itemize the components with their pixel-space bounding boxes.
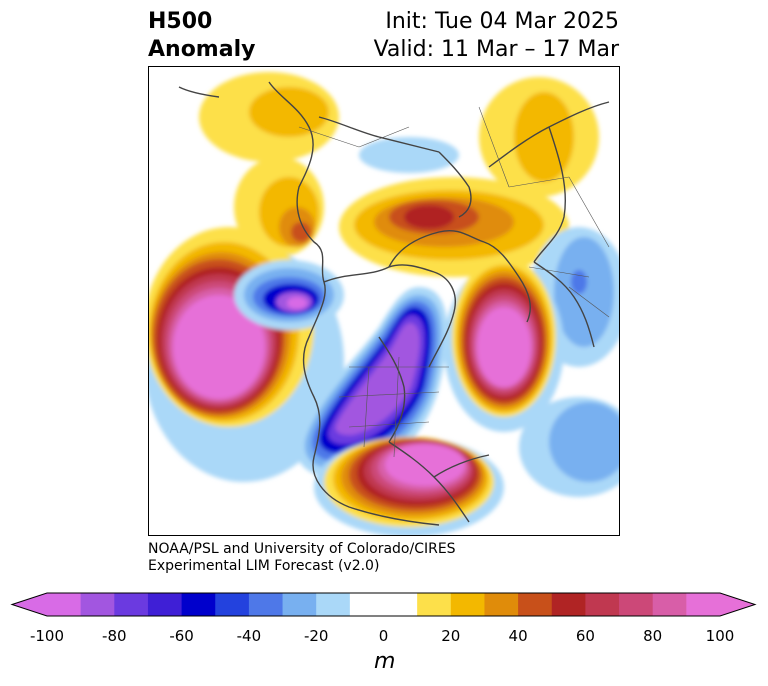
anomaly-label: Anomaly	[148, 37, 256, 62]
colorbar-outline	[10, 592, 757, 617]
colorbar-tick-label: 60	[575, 627, 595, 645]
colorbar-segments	[47, 593, 721, 616]
colorbar-segment	[652, 593, 687, 616]
colorbar-segment	[450, 593, 485, 616]
colorbar-segment	[484, 593, 519, 616]
colorbar-segment	[316, 593, 351, 616]
colorbar-tick-label: 20	[441, 627, 461, 645]
colorbar-tick-label: 0	[378, 627, 389, 645]
colorbar-segment	[585, 593, 620, 616]
colorbar-segment	[619, 593, 654, 616]
colorbar-tick-label: -40	[236, 627, 262, 645]
colorbar-segment	[248, 593, 284, 616]
anomaly-map	[148, 66, 620, 536]
variable-label: H500	[148, 9, 213, 34]
coastlines	[178, 81, 610, 526]
colorbar-extend-left	[12, 593, 47, 616]
anomaly-map-svg	[149, 72, 619, 535]
anomaly-ne-pacific	[234, 260, 344, 330]
credit-line-1: NOAA/PSL and University of Colorado/CIRE…	[148, 541, 456, 557]
map-title-left: H500 Anomaly	[148, 8, 255, 64]
colorbar-segment	[686, 593, 721, 616]
political-borders	[298, 106, 610, 458]
colorbar-segment	[114, 593, 149, 616]
colorbar-segment	[518, 593, 553, 616]
map-title-right: Init: Tue 04 Mar 2025 Valid: 11 Mar – 17…	[374, 8, 619, 64]
colorbar-tick-label: -100	[29, 627, 65, 645]
colorbar-segment	[282, 593, 317, 616]
colorbar-segment	[349, 593, 384, 616]
colorbar-segment	[47, 593, 82, 616]
colorbar-tick-label: 80	[643, 627, 663, 645]
colorbar-segment	[80, 593, 115, 616]
anomaly-southeast-us	[314, 437, 504, 535]
init-date-label: Init: Tue 04 Mar 2025	[385, 9, 619, 34]
colorbar-segment	[551, 593, 586, 616]
colorbar-segment	[383, 593, 418, 616]
colorbar-segment	[417, 593, 452, 616]
colorbar-extend-right	[720, 593, 755, 616]
colorbar-segment	[181, 593, 216, 616]
colorbar-tick-label: -60	[169, 627, 194, 645]
data-credit: NOAA/PSL and University of Colorado/CIRE…	[148, 541, 456, 575]
colorbar-tick-label: 100	[705, 627, 735, 645]
colorbar-tick-label: -80	[102, 627, 127, 645]
credit-line-2: Experimental LIM Forecast (v2.0)	[148, 558, 380, 574]
anomaly-north-atlantic	[444, 257, 564, 432]
anomaly-central-arctic	[359, 137, 459, 173]
colorbar	[10, 592, 757, 617]
colorbar-segment	[215, 593, 250, 616]
colorbar-tick-label: 40	[508, 627, 528, 645]
colorbar-tick-label: -20	[303, 627, 329, 645]
valid-range-label: Valid: 11 Mar – 17 Mar	[373, 37, 619, 62]
anomaly-north-america	[296, 287, 448, 478]
anomaly-barents-kara	[339, 177, 569, 277]
colorbar-unit-label: m	[374, 649, 396, 674]
anomaly-northern-europe	[479, 77, 599, 197]
colorbar-segment	[147, 593, 183, 616]
